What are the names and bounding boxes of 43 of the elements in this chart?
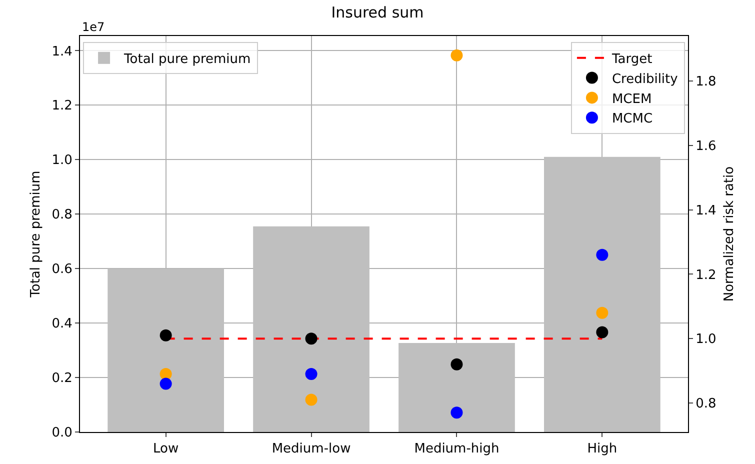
y-tick-label: 1.2 (52, 98, 72, 114)
point (596, 306, 608, 319)
y2-axis-title: Normalized risk ratio (722, 166, 737, 302)
y-tick-label: 0.6 (52, 262, 72, 278)
y2-tick-label: 1.6 (696, 139, 716, 154)
x-tick-label: Medium-high (414, 442, 500, 457)
point (305, 332, 318, 345)
point (160, 368, 172, 380)
bar (544, 156, 660, 432)
bar (253, 226, 370, 432)
legend-label: MCMC (612, 112, 653, 127)
y2-tick-label: 0.8 (696, 396, 716, 412)
y2-tick-label: 1.8 (696, 74, 716, 90)
y-tick-label: 1.4 (52, 44, 72, 60)
y2-tick-label: 1.4 (696, 203, 716, 218)
legend-label: Total pure premium (123, 52, 251, 67)
x-tick-label: Low (153, 442, 179, 457)
point (305, 394, 318, 406)
x-tick-label: High (587, 442, 618, 457)
bar (108, 268, 224, 432)
point (305, 368, 318, 380)
legend-label: Credibility (612, 72, 678, 87)
y-tick-label: 0.4 (52, 316, 72, 332)
point (160, 329, 172, 342)
y2-tick-label: 1.2 (696, 268, 716, 283)
point (596, 248, 608, 261)
point (450, 406, 463, 419)
chart-title: Insured sum (331, 3, 424, 22)
x-tick-label: Medium-low (272, 442, 352, 457)
bar (398, 342, 515, 432)
point (450, 358, 463, 370)
legend-label: MCEM (612, 92, 652, 107)
y-tick-label: 0.0 (52, 426, 72, 441)
text: 1e7 (82, 20, 105, 34)
y-tick-label: 0.8 (52, 208, 72, 223)
point (596, 326, 608, 338)
y-axis-title: Total pure premium (28, 170, 44, 298)
y-tick-label: 1.0 (52, 153, 72, 168)
y-tick-label: 0.2 (52, 371, 72, 386)
point (160, 378, 172, 390)
point (450, 49, 463, 62)
y2-tick-label: 1.0 (696, 332, 716, 348)
legend-label: Target (610, 52, 652, 67)
